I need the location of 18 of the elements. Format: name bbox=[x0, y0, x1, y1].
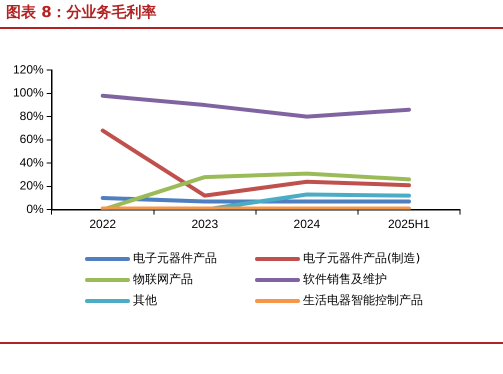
legend-label: 物联网产品 bbox=[133, 271, 193, 288]
legend-label: 其他 bbox=[133, 292, 157, 309]
y-tick-label: 0% bbox=[26, 202, 44, 216]
legend-label: 生活电器智能控制产品 bbox=[303, 292, 423, 309]
y-tick-label: 60% bbox=[20, 132, 44, 146]
y-tick-label: 120% bbox=[12, 62, 44, 77]
y-tick-label: 20% bbox=[20, 178, 44, 193]
x-tick-label: 2024 bbox=[294, 217, 321, 232]
x-tick-label: 2022 bbox=[89, 217, 116, 232]
x-tick-label: 2025H1 bbox=[388, 217, 430, 232]
y-tick-label: 80% bbox=[20, 108, 44, 123]
legend-label: 电子元器件产品(制造) bbox=[303, 250, 420, 267]
y-tick-label: 40% bbox=[20, 155, 44, 170]
chart-title: 图表 8：分业务毛利率 bbox=[6, 3, 157, 22]
y-tick-label: 100% bbox=[12, 86, 44, 100]
legend-label: 软件销售及维护 bbox=[303, 271, 387, 288]
legend-label: 电子元器件产品 bbox=[133, 250, 217, 267]
x-tick-label: 2023 bbox=[191, 217, 218, 232]
